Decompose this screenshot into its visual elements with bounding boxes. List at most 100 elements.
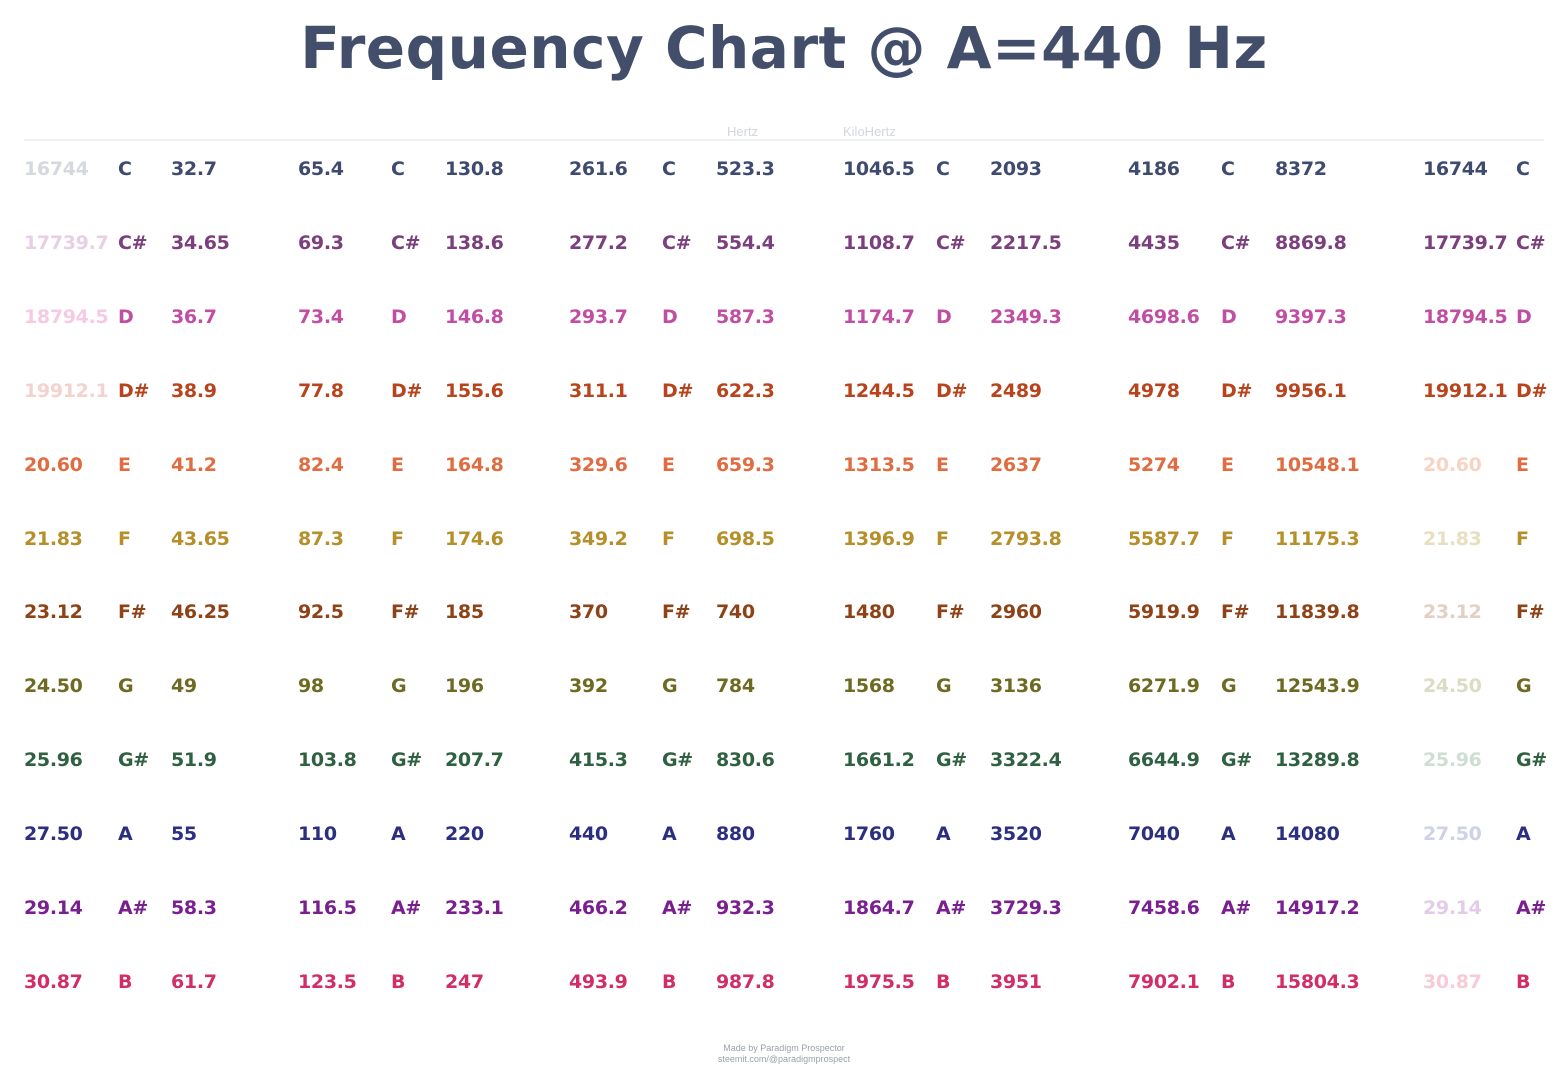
frequency-value: 18794.5 — [24, 306, 109, 328]
frequency-value: 220 — [445, 823, 484, 845]
frequency-value: 1396.9 — [843, 528, 915, 550]
frequency-value: 5274 — [1128, 454, 1180, 476]
frequency-value: 3136 — [990, 675, 1042, 697]
note-label: B — [1516, 971, 1531, 993]
frequency-value: 3951 — [990, 971, 1042, 993]
note-label: B — [662, 971, 677, 993]
frequency-value: 185 — [445, 601, 484, 623]
frequency-value: 19912.1 — [1423, 380, 1508, 402]
frequency-value: 87.3 — [298, 528, 344, 550]
frequency-value: 103.8 — [298, 749, 357, 771]
note-label: F# — [1221, 601, 1250, 623]
note-label: G — [936, 675, 952, 697]
frequency-value: 8372 — [1275, 158, 1327, 180]
note-label: G# — [118, 749, 149, 771]
note-label: G# — [1221, 749, 1252, 771]
frequency-value: 1174.7 — [843, 306, 915, 328]
frequency-value: 2349.3 — [990, 306, 1062, 328]
frequency-value: 138.6 — [445, 232, 504, 254]
note-label: D — [118, 306, 134, 328]
hertz-header-label: Hertz — [727, 124, 759, 139]
note-label: F# — [662, 601, 691, 623]
note-label: F — [936, 528, 949, 550]
frequency-value: 15804.3 — [1275, 971, 1360, 993]
frequency-value: 587.3 — [716, 306, 775, 328]
frequency-value: 5587.7 — [1128, 528, 1200, 550]
note-label: B — [936, 971, 951, 993]
frequency-value: 2489 — [990, 380, 1042, 402]
frequency-value: 49 — [171, 675, 197, 697]
frequency-value: 46.25 — [171, 601, 230, 623]
frequency-value: 622.3 — [716, 380, 775, 402]
frequency-value: 2960 — [990, 601, 1042, 623]
frequency-value: 98 — [298, 675, 324, 697]
frequency-value: 16744 — [24, 158, 89, 180]
note-label: C — [936, 158, 950, 180]
credit-line-2: steemit.com/@paradigmprospect — [717, 1054, 851, 1064]
frequency-value: 6644.9 — [1128, 749, 1200, 771]
frequency-value: 20.60 — [1423, 454, 1482, 476]
frequency-value: 23.12 — [24, 601, 83, 623]
frequency-value: 987.8 — [716, 971, 775, 993]
frequency-value: 14917.2 — [1275, 897, 1360, 919]
note-label: F — [662, 528, 675, 550]
note-label: D# — [391, 380, 423, 402]
note-label: C — [662, 158, 676, 180]
frequency-value: 55 — [171, 823, 197, 845]
frequency-value: 7040 — [1128, 823, 1180, 845]
note-label: F — [1221, 528, 1234, 550]
note-label: G — [1516, 675, 1532, 697]
note-label: F# — [1516, 601, 1545, 623]
note-label: C# — [1516, 232, 1546, 254]
note-label: A# — [118, 897, 149, 919]
frequency-value: 34.65 — [171, 232, 230, 254]
frequency-value: 2793.8 — [990, 528, 1062, 550]
frequency-value: 69.3 — [298, 232, 344, 254]
frequency-value: 3322.4 — [990, 749, 1062, 771]
frequency-value: 27.50 — [24, 823, 83, 845]
frequency-value: 11839.8 — [1275, 601, 1360, 623]
frequency-value: 146.8 — [445, 306, 504, 328]
frequency-value: 5919.9 — [1128, 601, 1200, 623]
note-label: A# — [1516, 897, 1547, 919]
note-label: E — [936, 454, 949, 476]
note-label: G# — [936, 749, 967, 771]
frequency-value: 4698.6 — [1128, 306, 1200, 328]
frequency-value: 61.7 — [171, 971, 217, 993]
note-label: G — [1221, 675, 1237, 697]
frequency-value: 13289.8 — [1275, 749, 1360, 771]
note-label: A# — [936, 897, 967, 919]
frequency-value: 415.3 — [569, 749, 628, 771]
frequency-value: 440 — [569, 823, 608, 845]
frequency-value: 11175.3 — [1275, 528, 1360, 550]
note-label: D# — [1221, 380, 1253, 402]
note-label: A — [662, 823, 677, 845]
note-label: F# — [391, 601, 420, 623]
frequency-value: 92.5 — [298, 601, 344, 623]
frequency-value: 20.60 — [24, 454, 83, 476]
frequency-value: 207.7 — [445, 749, 504, 771]
chart-title: Frequency Chart @ A=440 Hz — [300, 14, 1268, 82]
note-label: C# — [391, 232, 421, 254]
frequency-value: 554.4 — [716, 232, 775, 254]
frequency-value: 659.3 — [716, 454, 775, 476]
frequency-value: 6271.9 — [1128, 675, 1200, 697]
frequency-value: 41.2 — [171, 454, 217, 476]
note-label: A# — [662, 897, 693, 919]
frequency-value: 261.6 — [569, 158, 628, 180]
frequency-value: 493.9 — [569, 971, 628, 993]
frequency-value: 43.65 — [171, 528, 230, 550]
note-label: C — [118, 158, 132, 180]
note-label: D# — [118, 380, 150, 402]
note-label: G# — [391, 749, 422, 771]
note-label: B — [118, 971, 133, 993]
note-label: A# — [1221, 897, 1252, 919]
frequency-value: 116.5 — [298, 897, 357, 919]
note-label: D — [662, 306, 678, 328]
frequency-value: 2637 — [990, 454, 1042, 476]
frequency-value: 247 — [445, 971, 484, 993]
frequency-value: 130.8 — [445, 158, 504, 180]
note-label: C — [1221, 158, 1235, 180]
frequency-value: 16744 — [1423, 158, 1488, 180]
note-label: B — [391, 971, 406, 993]
